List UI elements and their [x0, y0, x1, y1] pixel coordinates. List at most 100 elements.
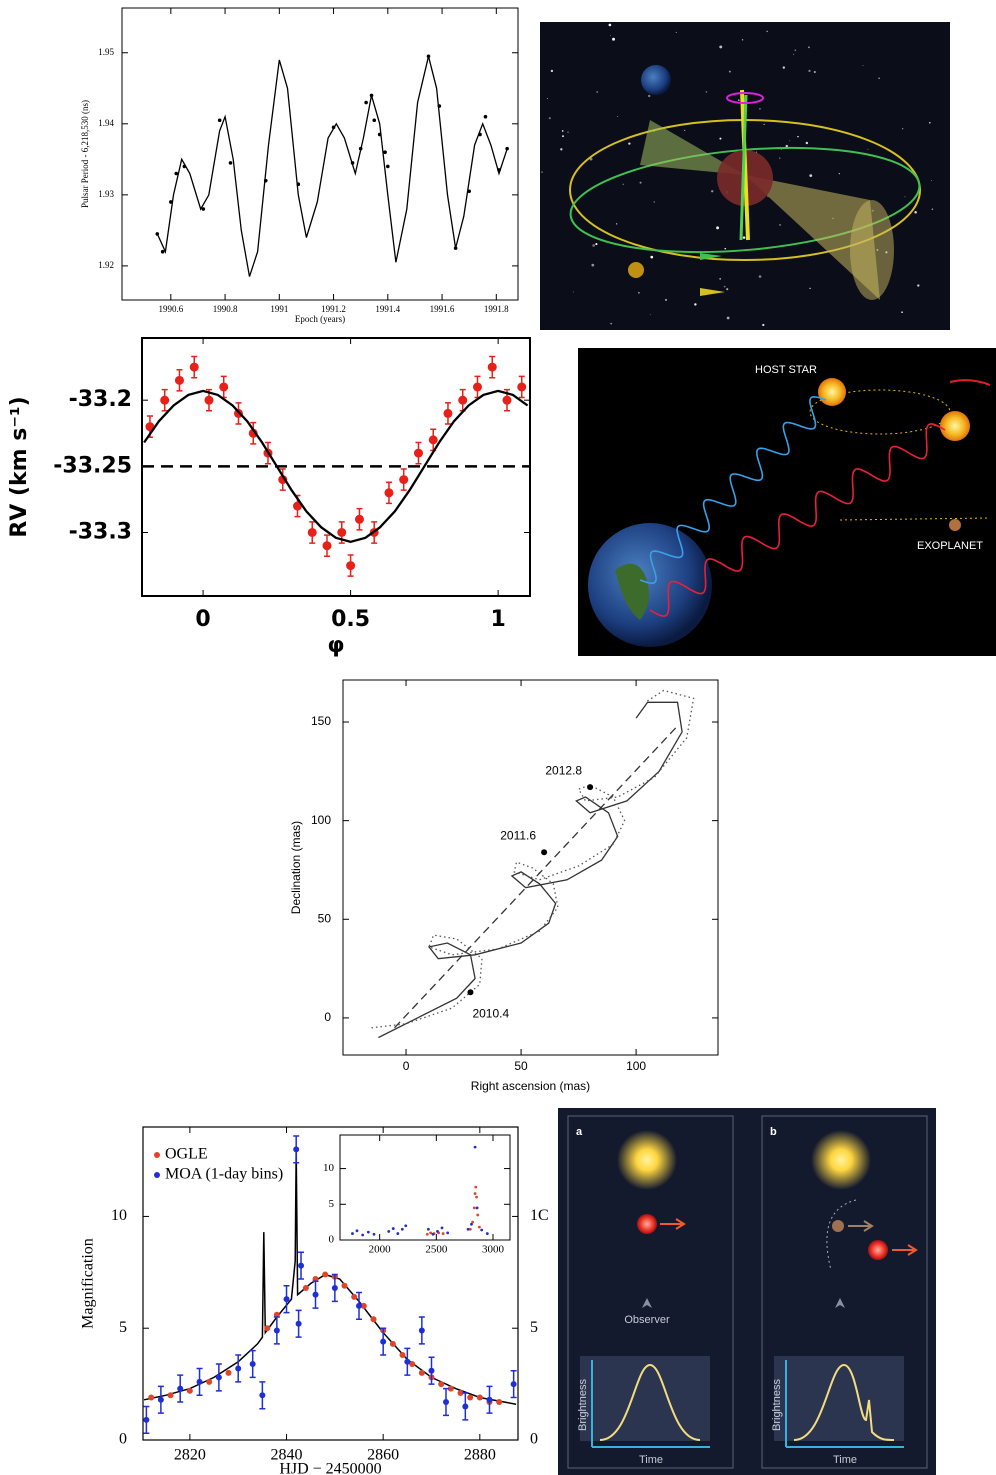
- data-point: [225, 1369, 232, 1376]
- data-point: [404, 1358, 411, 1365]
- chart: 2820 2840 2860 2880 0 5 10 0 5 1C HJD − 2450000 Mag…: [80, 1126, 549, 1475]
- data-point: [418, 1327, 425, 1334]
- spin-orbit-illustration: [540, 22, 950, 330]
- data-point: [502, 395, 512, 405]
- data-point: [473, 1192, 477, 1195]
- data-point: [466, 1227, 470, 1231]
- data-point: [399, 475, 409, 485]
- x-axis-label: Epoch (years): [295, 314, 345, 324]
- y-axis-label: Magnification: [80, 1238, 97, 1329]
- data-point: [283, 1296, 290, 1303]
- y-tick-label: 100: [311, 813, 331, 827]
- x-axis-label: HJD − 2450000: [279, 1461, 381, 1475]
- data-point: [331, 125, 336, 130]
- data-point: [174, 375, 184, 385]
- data-point: [431, 1232, 435, 1236]
- data-point: [467, 1394, 474, 1401]
- data-point: [462, 1403, 469, 1410]
- data-point: [400, 1227, 404, 1231]
- data-point: [377, 132, 382, 137]
- data-point: [196, 1378, 203, 1385]
- data-point: [391, 1227, 395, 1230]
- data-point: [468, 1227, 472, 1231]
- data-point: [302, 1284, 309, 1291]
- x-tick-label: 1990.6: [158, 304, 183, 314]
- x-tick-label: 3000: [482, 1244, 505, 1256]
- data-point: [457, 1390, 464, 1397]
- data-point: [471, 1220, 474, 1224]
- data-point: [485, 1232, 489, 1235]
- data-point: [155, 232, 160, 236]
- data-point: [436, 1230, 439, 1233]
- x-tick-label: 2840: [271, 1447, 303, 1464]
- epoch-label: 2010.4: [472, 1006, 509, 1020]
- data-point: [249, 1360, 256, 1367]
- data-point: [383, 150, 387, 155]
- data-point: [177, 1385, 184, 1392]
- data-point: [182, 164, 187, 169]
- data-point: [472, 382, 482, 392]
- y2-tick-label: 0: [530, 1431, 538, 1448]
- data-point: [295, 1320, 302, 1327]
- data-point: [264, 1325, 271, 1332]
- data-point: [346, 561, 356, 571]
- data-point: [496, 1398, 503, 1405]
- data-point: [384, 488, 394, 498]
- chart: 1990.6 1990.8 1991 1991.2 1991.4 1991.6 1991.8…: [80, 7, 519, 324]
- data-point: [470, 1222, 473, 1226]
- data-point: [442, 1398, 449, 1405]
- data-point: [426, 54, 431, 59]
- data-point: [331, 1284, 338, 1291]
- data-point: [427, 1227, 430, 1231]
- y-tick-label: -33.3: [69, 519, 132, 544]
- data-point: [380, 1338, 387, 1345]
- data-point: [404, 1224, 408, 1228]
- x-tick-label: 1991: [270, 304, 288, 314]
- data-point: [510, 1381, 517, 1388]
- inset-chart: 2000 2500 3000 0 5 10: [323, 1134, 511, 1256]
- data-point: [355, 1229, 359, 1233]
- data-point: [387, 1230, 391, 1233]
- data-point: [478, 132, 482, 137]
- x-tick-label: 2820: [174, 1447, 206, 1464]
- x-tick-label: 50: [514, 1059, 528, 1073]
- data-point: [358, 146, 363, 151]
- series-line: [394, 725, 678, 1029]
- epoch-label: 2011.6: [500, 828, 536, 842]
- y-tick-label: 50: [318, 911, 332, 925]
- data-point: [312, 1291, 319, 1298]
- data-point: [474, 1185, 478, 1189]
- data-point: [248, 428, 258, 438]
- x-tick-label: 1: [490, 607, 505, 632]
- y-tick-label: 0: [324, 1010, 331, 1024]
- y-tick-label: 1.95: [98, 47, 114, 57]
- data-point: [361, 1233, 365, 1237]
- chart: 0 50 100 0 50 100 150 Right ascension (mas) Decl…: [289, 679, 719, 1093]
- data-point: [437, 104, 442, 108]
- panel-label: a: [576, 1126, 583, 1138]
- data-point: [160, 395, 170, 405]
- x-axis-label: Time: [639, 1454, 663, 1466]
- x-tick-label: 2000: [369, 1244, 392, 1256]
- y-tick-label: 1.94: [98, 118, 114, 128]
- data-point: [204, 395, 214, 405]
- data-point: [259, 1392, 266, 1399]
- data-point: [418, 1369, 425, 1376]
- data-point: [360, 1302, 367, 1309]
- data-point: [354, 514, 364, 524]
- y-axis-label: RV (km s⁻¹): [7, 396, 32, 537]
- series-line: [378, 701, 683, 1039]
- data-point: [475, 1206, 479, 1210]
- host-star-label: HOST STAR: [755, 364, 817, 376]
- exoplanet-label: EXOPLANET: [917, 540, 983, 552]
- data-point: [364, 100, 368, 105]
- data-point: [389, 1340, 396, 1347]
- x-axis-label: φ: [327, 633, 344, 658]
- y-axis-label: Pulsar Period - 6,218,530 (ns): [80, 100, 90, 208]
- data-point: [167, 1392, 174, 1399]
- observer-label: Observer: [624, 1314, 670, 1326]
- y-axis-label: Brightness: [771, 1379, 783, 1431]
- data-point: [307, 527, 317, 537]
- data-point: [372, 118, 377, 123]
